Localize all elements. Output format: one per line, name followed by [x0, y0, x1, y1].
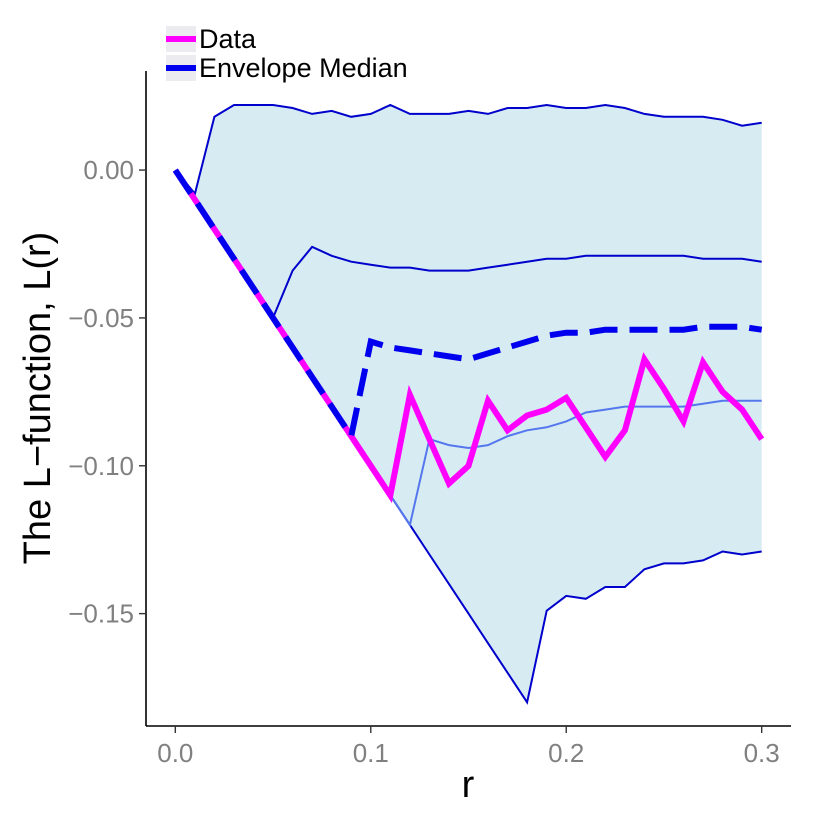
x-tick-label: 0.2 [548, 738, 584, 768]
plot-area [172, 103, 765, 705]
legend-label-envelope-median: Envelope Median [199, 53, 408, 83]
y-tick-label: −0.05 [68, 303, 134, 333]
x-ticks: 0.0 0.1 0.2 0.3 [157, 726, 780, 768]
y-ticks: 0.00 −0.05 −0.10 −0.15 [68, 155, 146, 629]
y-tick-label: −0.10 [68, 451, 134, 481]
y-tick-label: 0.00 [83, 155, 134, 185]
legend: Data Envelope Median [166, 24, 408, 83]
envelope-median-series-line [172, 168, 763, 444]
x-tick-label: 0.1 [353, 738, 389, 768]
y-axis-title: The L−function, L(r) [17, 232, 59, 565]
envelope-band [175, 105, 762, 703]
x-axis-title: r [462, 764, 475, 806]
x-tick-label: 0.3 [744, 738, 780, 768]
envelope-upper-line [174, 103, 762, 196]
y-tick-label: −0.15 [68, 599, 134, 629]
x-tick-label: 0.0 [157, 738, 193, 768]
legend-label-data: Data [199, 24, 257, 54]
